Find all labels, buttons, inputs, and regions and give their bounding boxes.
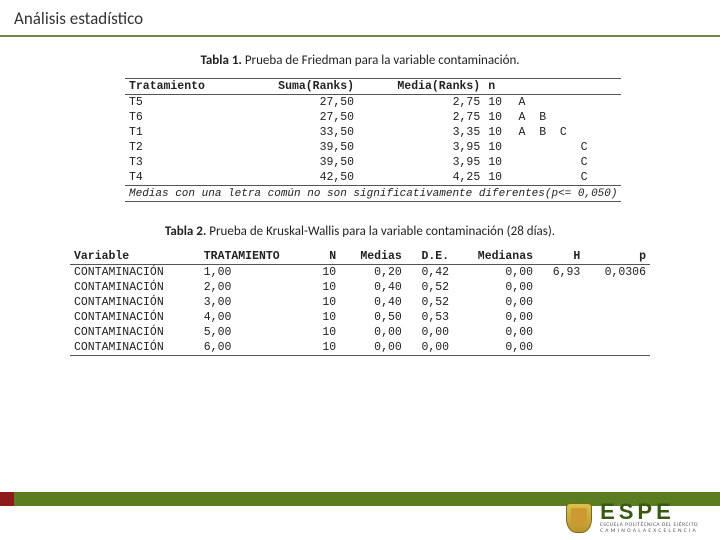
- table2-caption-bold: Tabla 2.: [165, 224, 206, 239]
- table-row: T239,503,9510 C: [125, 140, 621, 155]
- table1: Tratamiento Suma(Ranks) Media(Ranks) n T…: [125, 78, 621, 202]
- table1-caption: Tabla 1. Prueba de Friedman para la vari…: [40, 53, 680, 68]
- table2-body: CONTAMINACIÓN1,00100,200,420,006,930,030…: [70, 265, 650, 356]
- content-area: Tabla 1. Prueba de Friedman para la vari…: [0, 37, 720, 356]
- table-row: T133,503,3510A B C: [125, 125, 621, 140]
- table2-col5: Medianas: [453, 249, 537, 265]
- table2-col2: N: [311, 249, 340, 265]
- table1-header-row: Tratamiento Suma(Ranks) Media(Ranks) n: [125, 79, 621, 95]
- table2-col6: H: [537, 249, 584, 265]
- table1-col4: [515, 79, 622, 95]
- table-row: T339,503,9510 C: [125, 155, 621, 170]
- table2-header-row: Variable TRATAMIENTO N Medias D.E. Media…: [70, 249, 650, 265]
- table-row: CONTAMINACIÓN2,00100,400,520,00: [70, 280, 650, 295]
- table-row: T527,502,7510A: [125, 95, 621, 111]
- stripe-red: [0, 492, 14, 506]
- table1-col2: Media(Ranks): [358, 79, 484, 95]
- table2-wrap: Variable TRATAMIENTO N Medias D.E. Media…: [70, 249, 650, 356]
- table1-col0: Tratamiento: [125, 79, 242, 95]
- table1-footnote-row: Medias con una letra común no son signif…: [125, 186, 621, 202]
- table-row: CONTAMINACIÓN3,00100,400,520,00: [70, 295, 650, 310]
- table-row: CONTAMINACIÓN1,00100,200,420,006,930,030…: [70, 265, 650, 281]
- brand-line2: C A M I N O A L A E X C E L E N C I A: [600, 529, 698, 535]
- table-row: T627,502,7510A B: [125, 110, 621, 125]
- footer: ESPE ESCUELA POLITÉCNICA DEL EJÉRCITO C …: [0, 492, 720, 540]
- table1-caption-bold: Tabla 1.: [200, 53, 241, 68]
- table2-caption: Tabla 2. Prueba de Kruskal-Wallis para l…: [40, 224, 680, 239]
- brand-text: ESPE: [600, 501, 698, 523]
- table1-col3: n: [484, 79, 514, 95]
- table1-footnote: Medias con una letra común no son signif…: [125, 186, 621, 202]
- shield-icon: [566, 503, 592, 533]
- table2-col0: Variable: [70, 249, 200, 265]
- table-row: T442,504,2510 C: [125, 170, 621, 186]
- table1-body: T527,502,7510A T627,502,7510A B T133,503…: [125, 95, 621, 202]
- table2-col3: Medias: [340, 249, 406, 265]
- title-bar: Análisis estadístico: [0, 0, 720, 37]
- table-row: CONTAMINACIÓN6,00100,000,000,00: [70, 340, 650, 356]
- table2: Variable TRATAMIENTO N Medias D.E. Media…: [70, 249, 650, 356]
- logo-area: ESPE ESCUELA POLITÉCNICA DEL EJÉRCITO C …: [566, 501, 698, 534]
- table1-col1: Suma(Ranks): [242, 79, 359, 95]
- table1-wrap: Tratamiento Suma(Ranks) Media(Ranks) n T…: [125, 78, 595, 202]
- table-row: CONTAMINACIÓN5,00100,000,000,00: [70, 325, 650, 340]
- table1-caption-rest: Prueba de Friedman para la variable cont…: [242, 53, 520, 68]
- page-title: Análisis estadístico: [14, 8, 706, 29]
- wordmark: ESPE ESCUELA POLITÉCNICA DEL EJÉRCITO C …: [600, 501, 698, 534]
- table2-col4: D.E.: [406, 249, 453, 265]
- table2-caption-rest: Prueba de Kruskal-Wallis para la variabl…: [206, 224, 555, 239]
- table2-col1: TRATAMIENTO: [200, 249, 311, 265]
- table2-col7: p: [584, 249, 650, 265]
- table-row: CONTAMINACIÓN4,00100,500,530,00: [70, 310, 650, 325]
